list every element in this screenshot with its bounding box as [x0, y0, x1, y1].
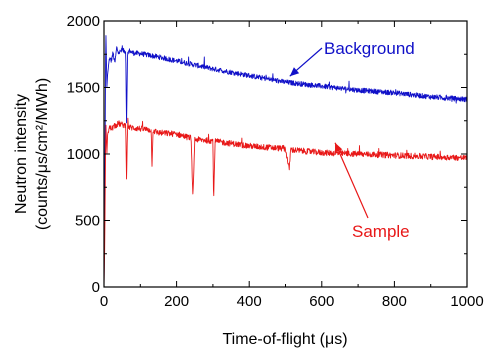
annotation-background-arrowhead	[289, 67, 300, 77]
annotation-sample-label: Sample	[352, 222, 410, 241]
annotation-background-label: Background	[324, 39, 415, 58]
y-tick-label: 1000	[67, 146, 100, 163]
y-axis-label-line1: Neutron intensity	[13, 94, 30, 214]
x-tick-label: 400	[237, 293, 262, 310]
annotation-sample-arrow	[334, 142, 369, 219]
y-tick-label: 2000	[67, 13, 100, 30]
plot-frame	[103, 20, 468, 288]
annotation-sample-arrowhead	[335, 142, 343, 153]
plot-area: 0 200 400 600 800 1000 0 500 1000 1500 2000	[67, 13, 484, 310]
y-axis-label-line2: (counts/μs/cm²/MWh)	[34, 78, 51, 230]
series-line-sample	[103, 117, 468, 288]
x-axis-label: Time-of-flight (μs)	[222, 331, 347, 348]
series-layer	[103, 35, 468, 288]
ticks-layer: 0 200 400 600 800 1000 0 500 1000 1500 2000	[67, 13, 484, 310]
x-tick-label: 800	[382, 293, 407, 310]
annotation-sample: Sample	[334, 142, 410, 241]
y-tick-label: 500	[75, 213, 100, 230]
y-tick-label: 1500	[67, 80, 100, 97]
x-tick-label: 1000	[450, 293, 483, 310]
x-tick-label: 200	[164, 293, 189, 310]
x-tick-label: 600	[309, 293, 334, 310]
y-tick-label: 0	[92, 279, 100, 296]
x-tick-label: 0	[100, 293, 108, 310]
annotation-background: Background	[289, 39, 415, 77]
series-line-background	[103, 35, 468, 288]
